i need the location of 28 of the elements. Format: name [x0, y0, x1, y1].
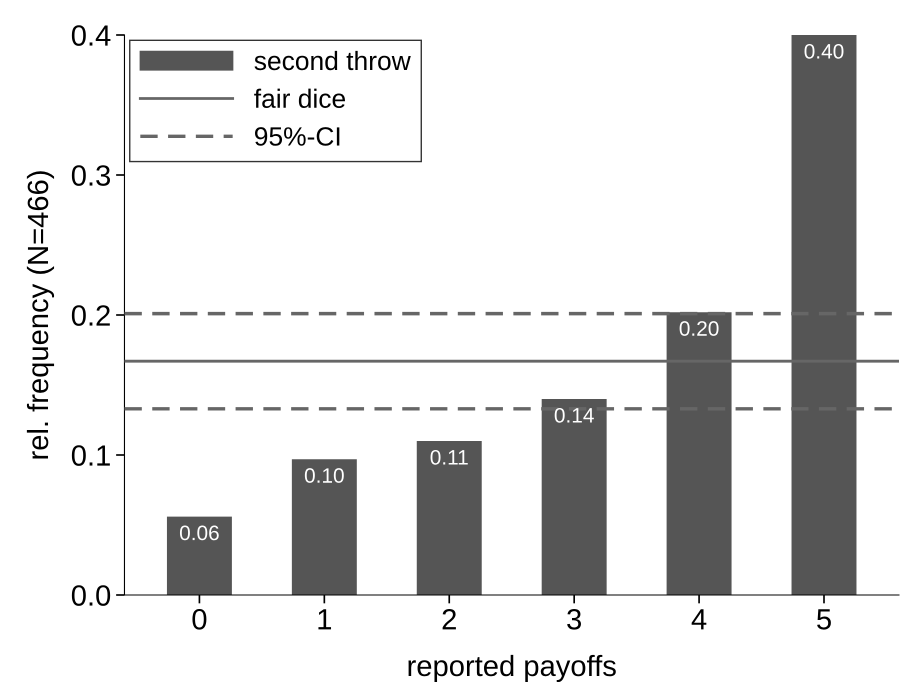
- x-tick-label: 5: [817, 609, 831, 630]
- legend-label: second throw: [254, 50, 411, 70]
- legend-label: 95%-CI: [255, 127, 340, 146]
- bar: [542, 399, 607, 595]
- data-label: 0.06: [180, 526, 219, 540]
- y-axis-title: rel. frequency (N=466): [26, 171, 54, 459]
- bar: [792, 35, 856, 595]
- data-label: 0.40: [804, 44, 844, 59]
- data-label: 0.14: [554, 408, 594, 423]
- y-tick-label: 0.0: [72, 585, 110, 606]
- x-tick-label: 4: [692, 609, 706, 630]
- bar: [292, 459, 357, 595]
- bar: [416, 441, 482, 595]
- x-axis-title: reported payoffs: [408, 654, 616, 682]
- x-tick-label: 0: [192, 608, 206, 630]
- y-tick-label: 0.1: [72, 445, 110, 466]
- bar: [166, 516, 232, 595]
- data-label: 0.20: [680, 321, 719, 336]
- data-label: 0.10: [304, 468, 344, 483]
- y-tick-label: 0.2: [72, 305, 110, 326]
- x-tick-label: 3: [567, 608, 581, 630]
- y-tick-label: 0.4: [72, 25, 110, 46]
- bar: [666, 312, 732, 595]
- x-tick-label: 2: [442, 608, 456, 630]
- y-tick-label: 0.3: [72, 165, 110, 186]
- legend-label: fair dice: [254, 88, 346, 108]
- x-tick-label: 1: [318, 609, 332, 630]
- data-label: 0.11: [430, 450, 468, 465]
